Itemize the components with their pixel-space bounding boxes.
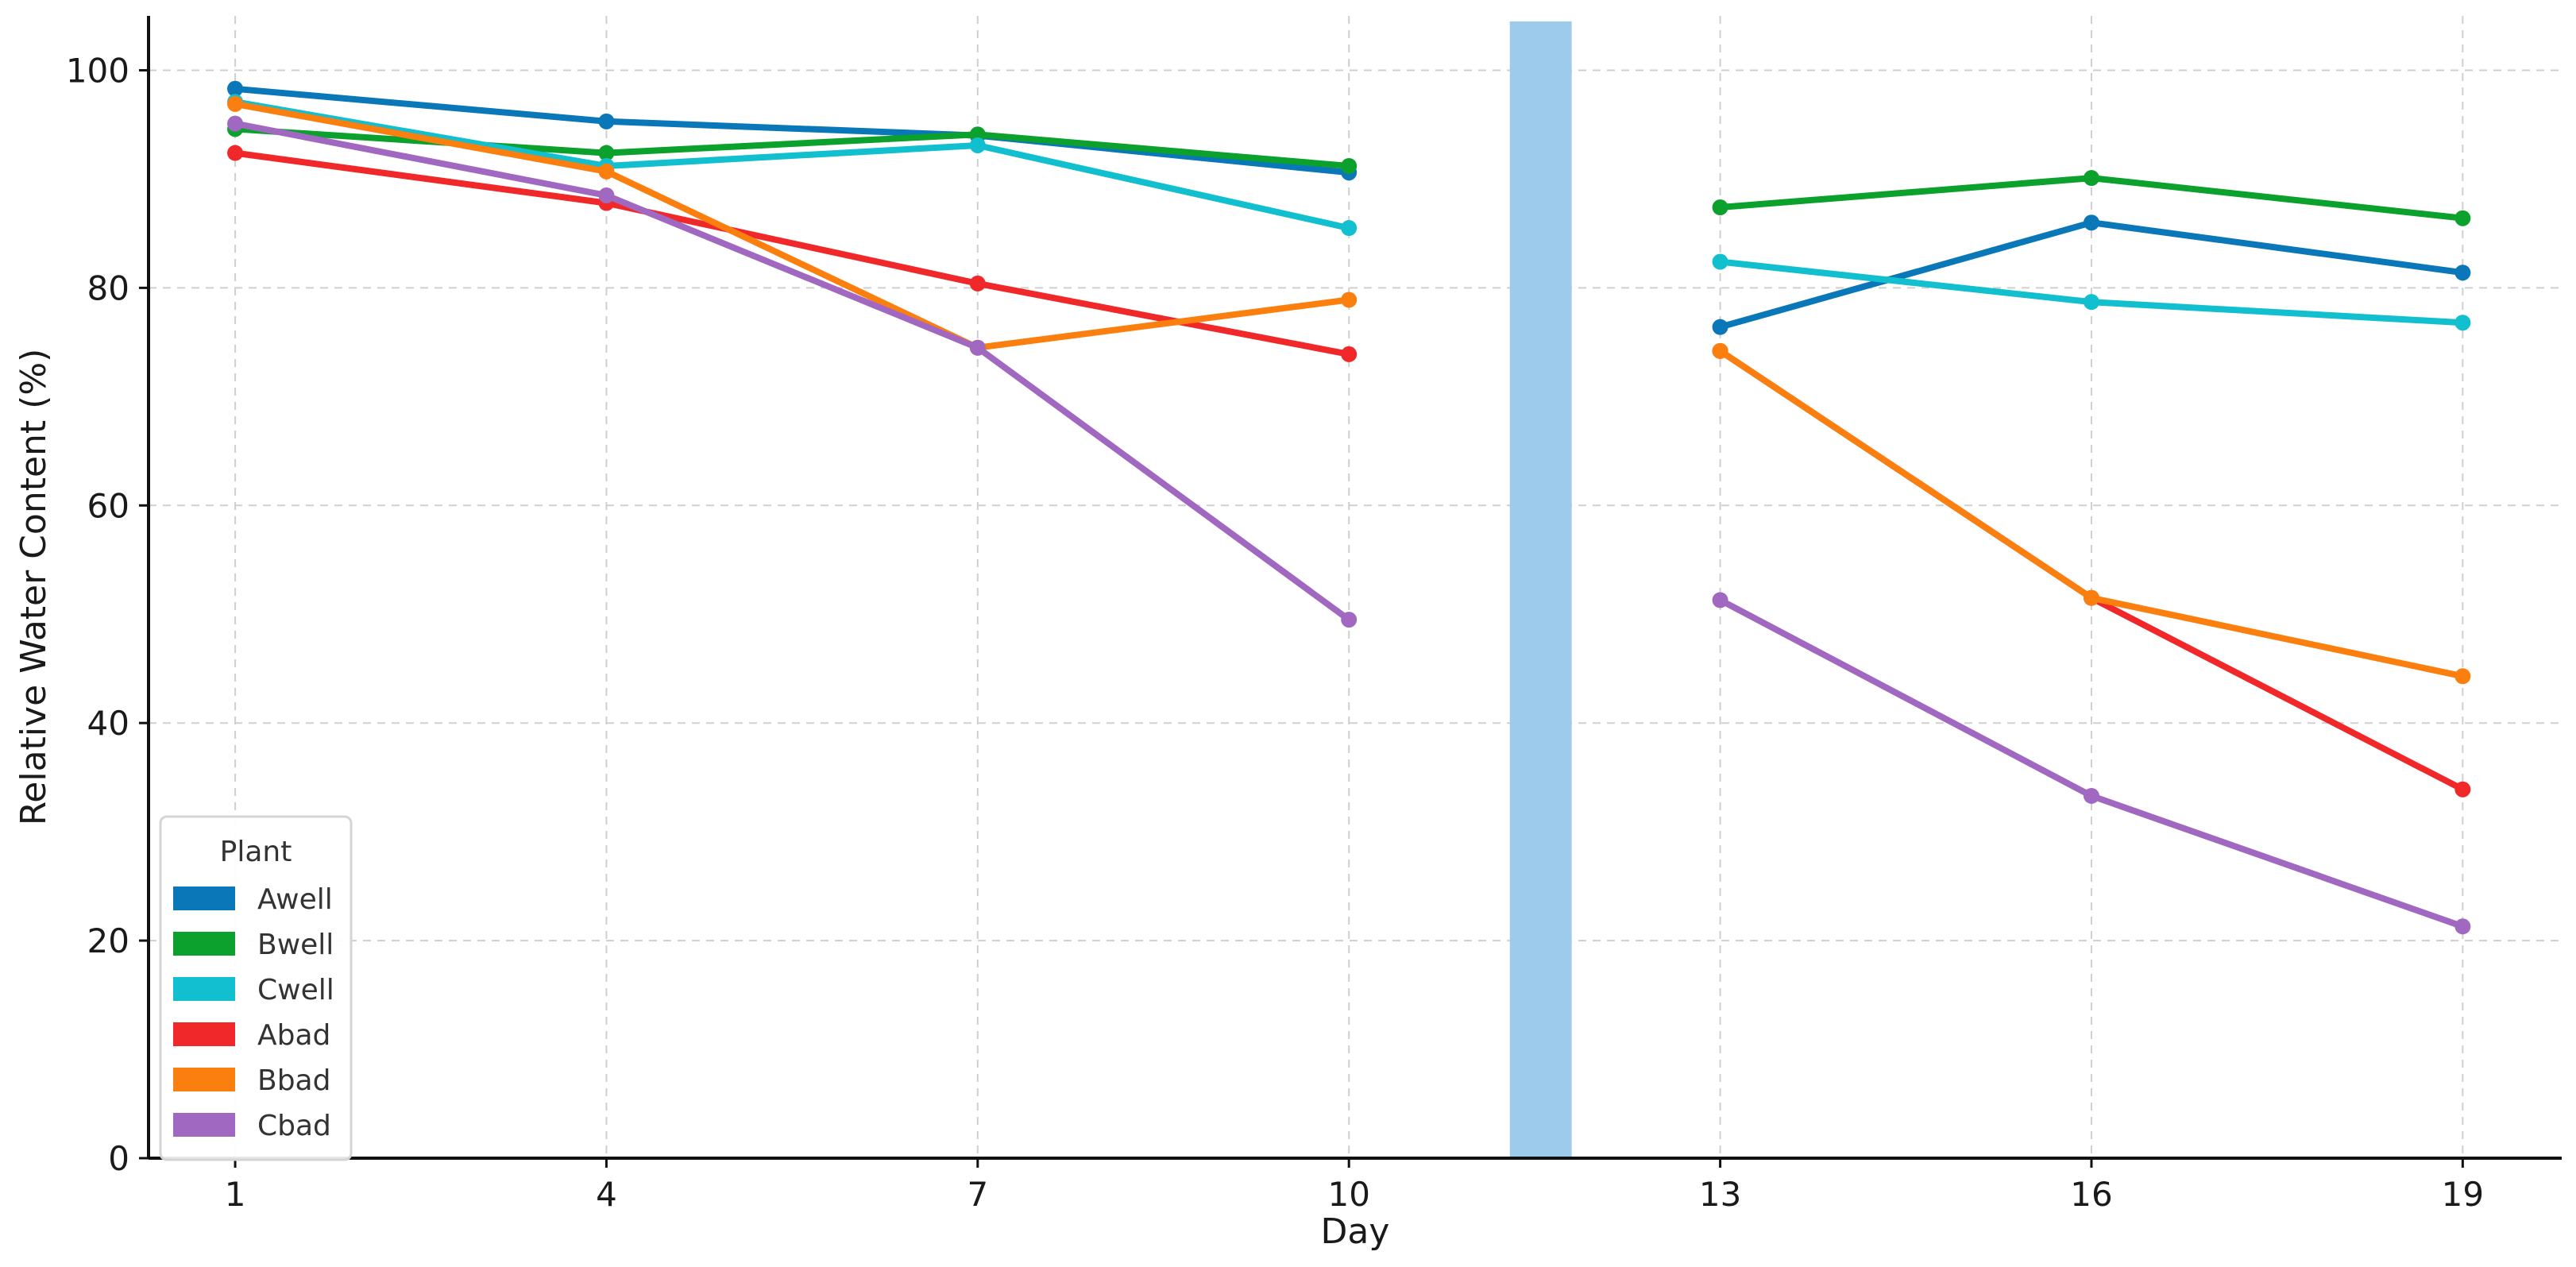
data-point-bwell	[969, 126, 986, 143]
legend-label-bbad: Bbad	[257, 1064, 330, 1097]
data-point-cbad	[2083, 787, 2099, 804]
data-point-bbad	[2083, 589, 2099, 606]
data-point-bbad	[1712, 342, 1728, 359]
data-point-cwell	[1341, 220, 1358, 237]
data-point-abad	[227, 145, 244, 161]
x-tick-label: 16	[2070, 1175, 2112, 1214]
data-point-cbad	[227, 115, 244, 132]
legend-swatch-cbad	[173, 1113, 235, 1137]
data-point-cbad	[598, 187, 615, 203]
series-line-bwell	[232, 126, 1353, 169]
y-tick-label: 0	[108, 1139, 129, 1178]
legend-swatch-bbad	[173, 1068, 235, 1091]
data-point-abad	[1341, 346, 1358, 362]
x-tick-label: 10	[1327, 1175, 1369, 1214]
series-group	[227, 80, 2471, 935]
series-line-cwell	[232, 99, 1353, 232]
series-line-cbad	[232, 120, 1353, 624]
data-point-bwell	[598, 145, 615, 161]
legend-label-cwell: Cwell	[257, 974, 334, 1006]
legend-label-abad: Abad	[257, 1019, 330, 1052]
data-point-cwell	[2083, 294, 2099, 311]
data-point-awell	[1712, 319, 1728, 335]
y-tick-label: 100	[66, 51, 129, 90]
legend-swatch-awell	[173, 887, 235, 910]
y-tick-label: 40	[87, 704, 129, 743]
series-line-bbad	[1717, 347, 2466, 680]
series-line-awell	[232, 85, 1353, 176]
axes: 1 4 7 10 13 16 19 0 20 40 60 80 100	[66, 16, 2562, 1214]
x-tick-label: 4	[596, 1175, 617, 1214]
legend-label-awell: Awell	[257, 883, 333, 916]
data-point-abad	[969, 275, 986, 292]
data-point-cwell	[1712, 253, 1728, 270]
data-point-cbad	[1341, 612, 1358, 628]
data-point-bwell	[1712, 199, 1728, 216]
data-point-cwell	[2454, 315, 2471, 331]
shaded-band-group	[1509, 21, 1572, 1158]
x-tick-label: 7	[967, 1175, 988, 1214]
data-point-bwell	[1341, 157, 1358, 174]
series-line-bbad	[232, 100, 1353, 351]
data-point-bbad	[598, 163, 615, 180]
data-point-bwell	[2454, 210, 2471, 226]
data-point-awell	[227, 80, 244, 97]
legend-label-cbad: Cbad	[257, 1110, 331, 1142]
y-tick-label: 60	[87, 486, 129, 525]
legend-swatch-bwell	[173, 932, 235, 956]
data-point-cbad	[969, 339, 986, 356]
data-point-awell	[2454, 265, 2471, 281]
series-line-abad	[232, 149, 1353, 357]
data-point-abad	[2454, 781, 2471, 798]
data-point-bbad	[2454, 668, 2471, 685]
y-axis-title: Relative Water Content (%)	[14, 349, 54, 826]
legend: Plant Awell Bwell Cwell Abad Bbad Cbad	[159, 815, 353, 1161]
x-tick-label: 13	[1699, 1175, 1741, 1214]
data-point-cbad	[1712, 592, 1728, 608]
x-tick-label: 1	[225, 1175, 246, 1214]
data-point-cbad	[2454, 918, 2471, 935]
x-axis-title: Day	[1321, 1211, 1390, 1252]
legend-label-bwell: Bwell	[257, 929, 334, 961]
legend-swatch-abad	[173, 1022, 235, 1046]
data-point-bwell	[2083, 170, 2099, 187]
data-point-bbad	[227, 95, 244, 112]
legend-swatch-cwell	[173, 977, 235, 1001]
shaded-band	[1509, 21, 1572, 1158]
data-point-awell	[2083, 214, 2099, 231]
data-point-bbad	[1341, 292, 1358, 308]
grid	[149, 16, 2562, 1158]
data-point-cwell	[969, 137, 986, 153]
y-tick-label: 80	[87, 268, 129, 307]
x-tick-label: 19	[2442, 1175, 2484, 1214]
data-point-awell	[598, 113, 615, 129]
y-tick-label: 20	[87, 921, 129, 960]
legend-title: Plant	[220, 836, 292, 868]
